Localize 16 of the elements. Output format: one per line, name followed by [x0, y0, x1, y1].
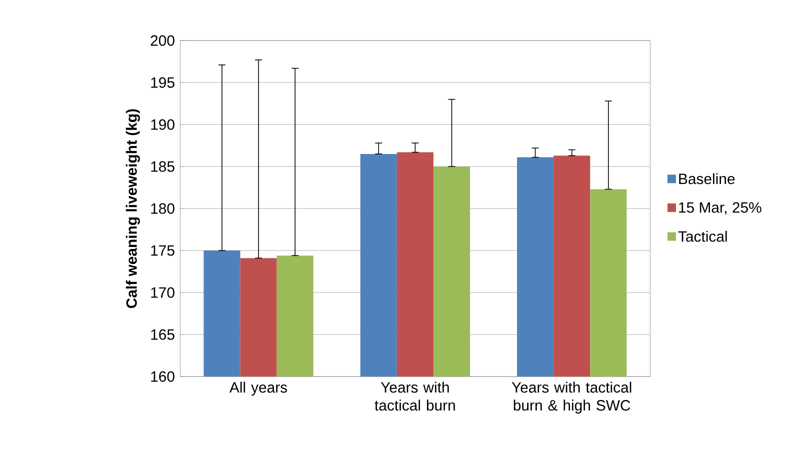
- legend-label: 15 Mar, 25%: [679, 202, 762, 215]
- y-tick-label: 190: [151, 119, 174, 130]
- y-tick-label: 160: [151, 371, 174, 382]
- y-tick-label: 175: [151, 245, 174, 256]
- y-tick-label: 200: [150, 35, 174, 46]
- x-tick-label: Years with tactical burn & high SWC: [512, 382, 632, 414]
- y-tick-label: 180: [151, 203, 174, 214]
- legend-label: Baseline: [679, 173, 735, 184]
- y-axis-title: Calf weaning liveweight (kg): [126, 109, 140, 308]
- x-tick-label: Years with tactical burn: [374, 382, 455, 411]
- y-tick-label: 185: [151, 161, 174, 172]
- y-tick-label: 170: [151, 287, 174, 298]
- y-tick-label: 195: [151, 77, 174, 88]
- legend-label: Tactical: [678, 230, 727, 242]
- x-tick-label: All years: [229, 382, 288, 396]
- y-tick-label: 165: [151, 329, 174, 340]
